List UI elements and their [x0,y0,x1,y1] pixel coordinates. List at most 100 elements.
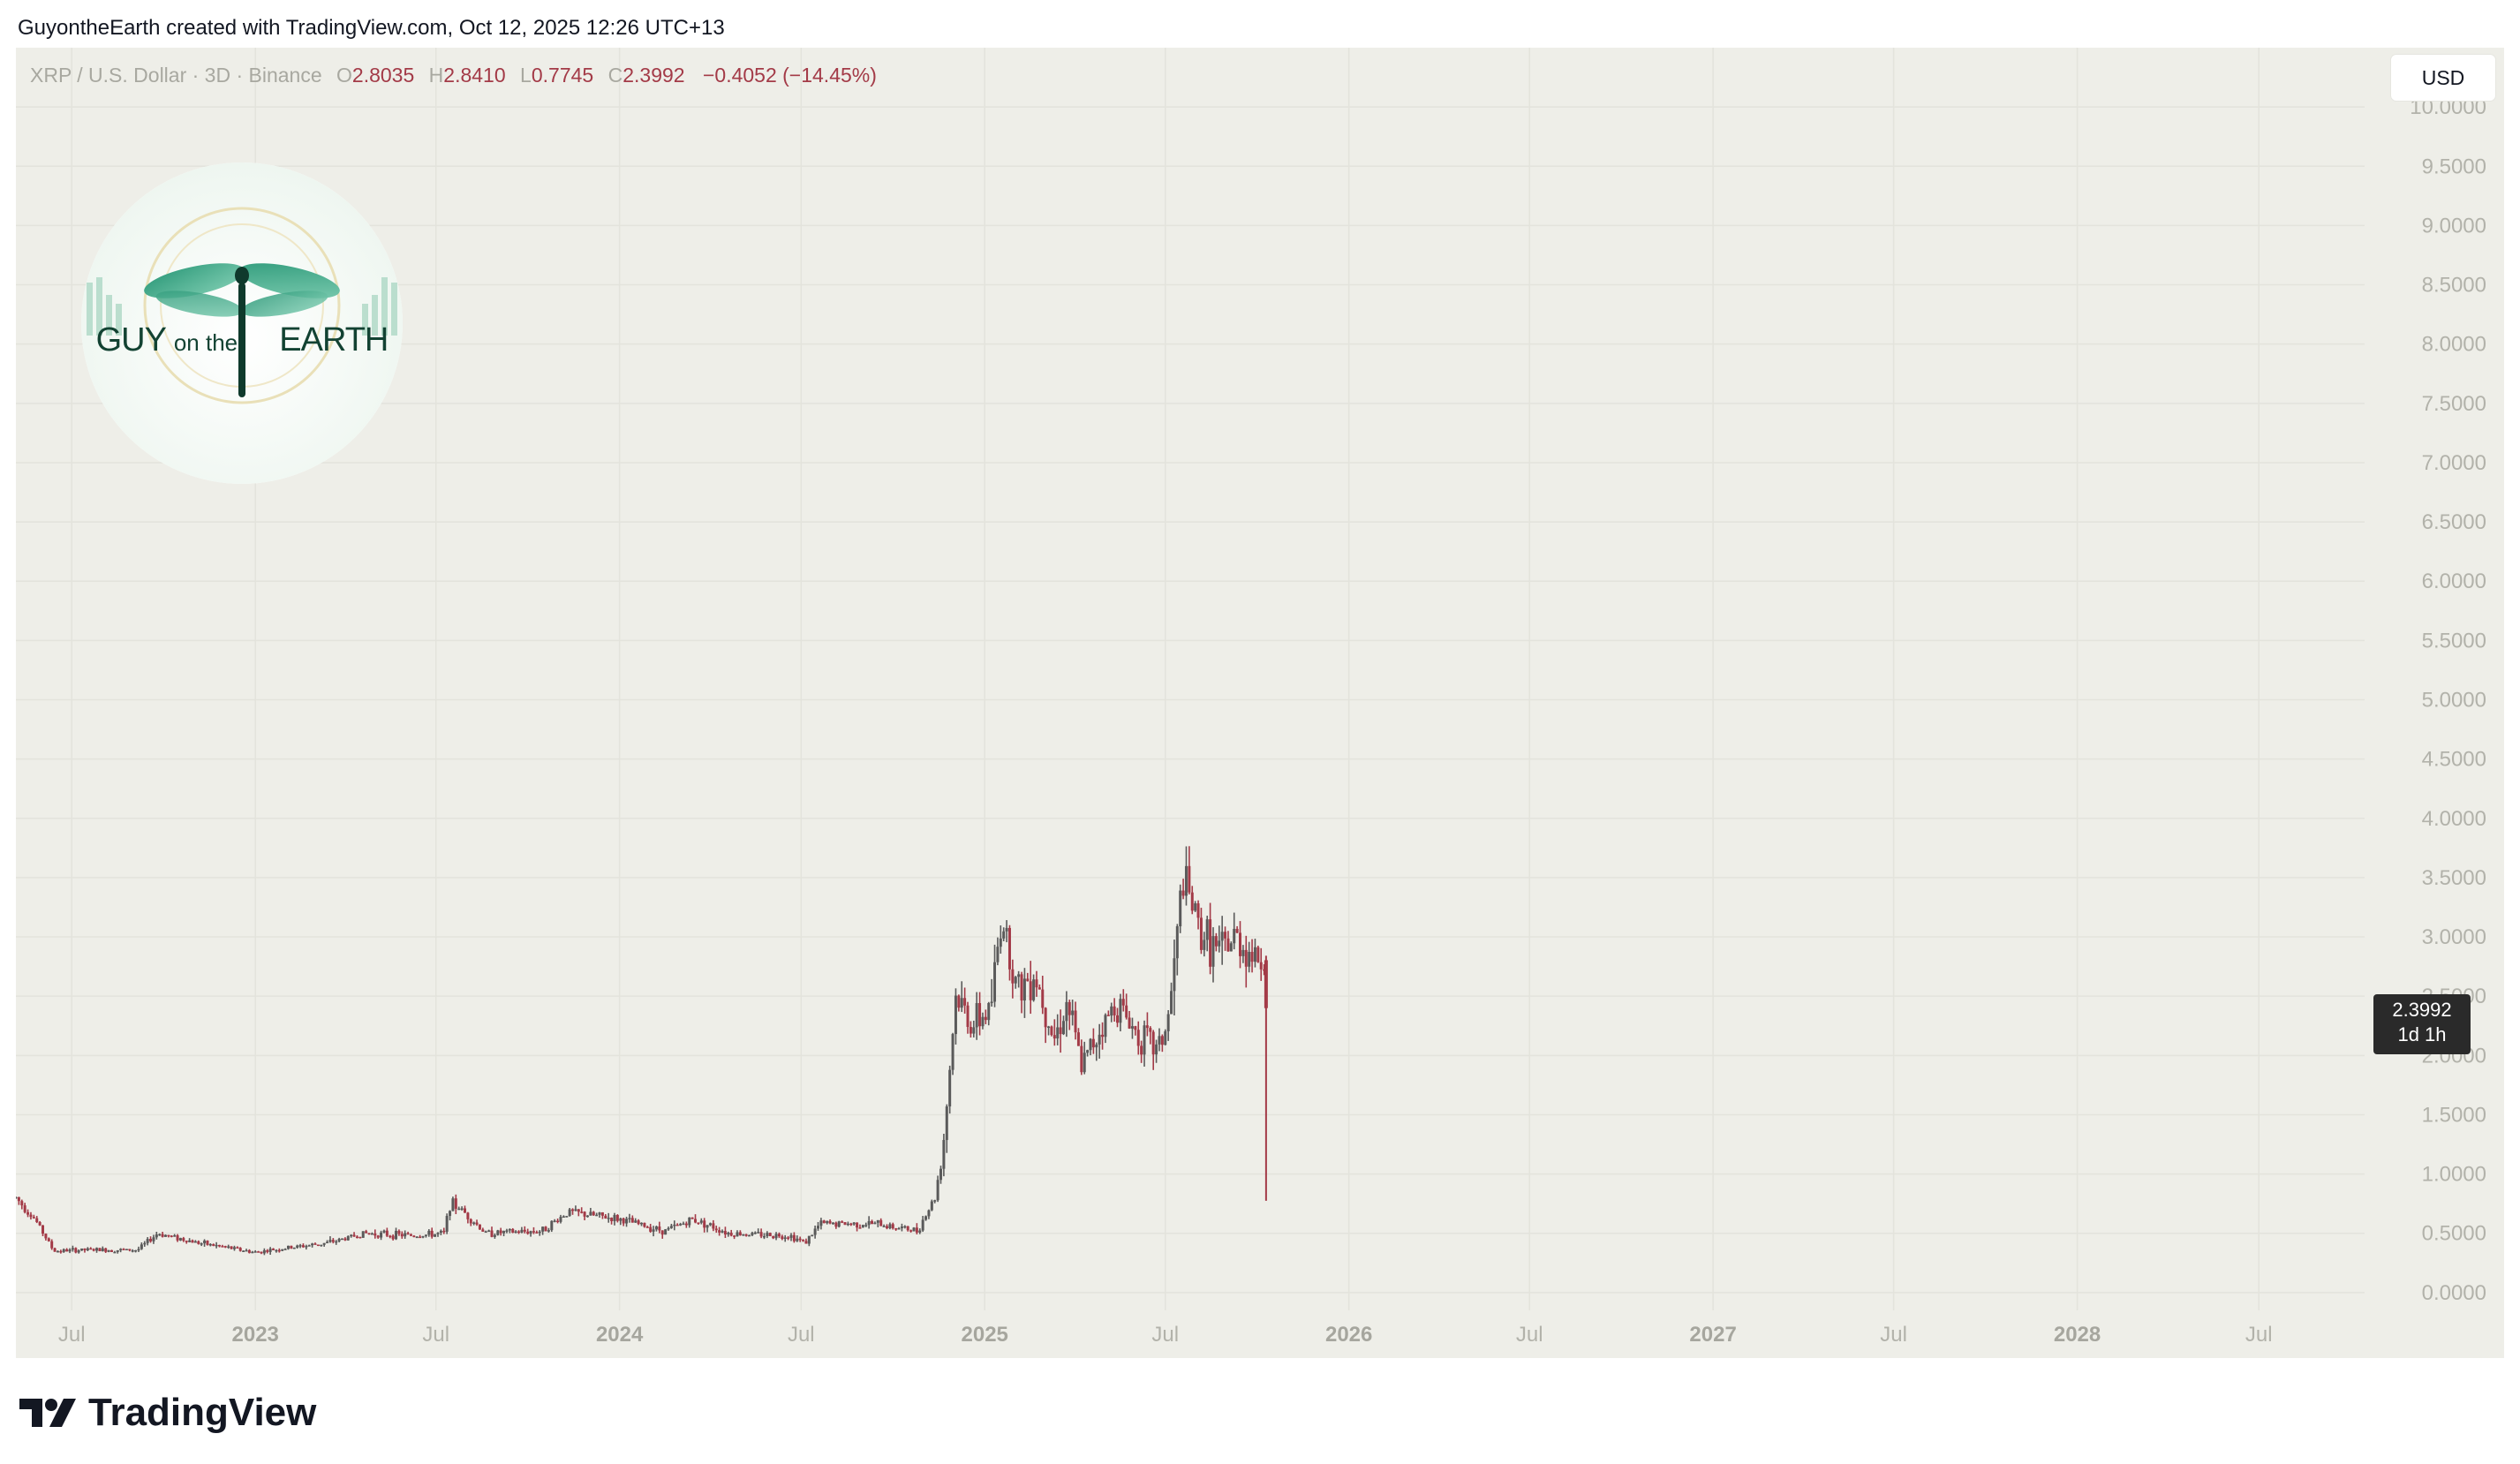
candle-body [376,1235,380,1238]
candle-body [969,1026,972,1034]
candle-body [852,1222,856,1225]
candle-body [798,1238,802,1241]
candle-body [124,1249,128,1250]
candle-body [607,1218,610,1219]
candle-body [550,1220,554,1231]
candle-body [200,1243,203,1245]
candle-body [981,1016,985,1027]
candle-body [975,1003,978,1028]
candle-body [170,1235,173,1237]
candle-body [592,1211,595,1216]
candle-body [98,1248,102,1252]
candle-body [804,1241,808,1244]
candle-body [365,1231,368,1234]
candle-body [610,1218,614,1222]
candle-body [41,1225,45,1234]
candle-body [508,1228,511,1231]
candle-body [1170,991,1173,1015]
candle-body [212,1244,215,1246]
candle-body [1011,969,1015,984]
candle-body [68,1249,72,1252]
candle-body [247,1249,251,1253]
candle-body [915,1227,918,1233]
candle-body [574,1209,577,1211]
time-tick-label: Jul [788,1323,815,1347]
candle-body [367,1233,371,1235]
candle-body [137,1249,140,1251]
candle-body [434,1234,437,1237]
candle-body [879,1219,883,1226]
candle-body [1181,890,1185,896]
candle-body [759,1232,763,1237]
candle-body [322,1242,326,1245]
candle-body [305,1246,308,1248]
candle-body [843,1222,847,1226]
candle-body [511,1228,515,1233]
candle-body [1005,927,1008,932]
candle-body [382,1230,386,1233]
candle-body [1014,977,1017,984]
high-value: 2.8410 [443,64,506,87]
candle-body [727,1233,730,1235]
candle-body [389,1235,392,1238]
candle-body [774,1234,778,1239]
tradingview-wordmark: TradingView [88,1391,317,1434]
currency-button[interactable]: USD [2391,55,2495,101]
candle-body [924,1216,928,1220]
candle-body [281,1249,284,1251]
candle-body [1253,947,1256,962]
candle-body [262,1249,266,1254]
candle-body [286,1245,290,1249]
candle-body [571,1209,575,1211]
candle-body [891,1224,894,1229]
time-tick-label: 2024 [596,1323,644,1347]
candle-body [1029,981,1032,1000]
tradingview-brand[interactable]: TradingView [19,1386,316,1439]
candle-body [669,1226,673,1228]
candle-body [622,1218,625,1224]
candle-body [595,1214,599,1217]
candle-body [242,1250,245,1252]
candle-body [897,1228,901,1230]
candle-body [930,1201,933,1211]
logo-word-guy: GUY [95,321,167,358]
candle-body [1076,1032,1080,1046]
candle-body [1119,999,1122,1023]
candle-body [1151,1031,1155,1055]
candle-body [223,1246,227,1248]
candle-body [1053,1035,1056,1039]
price-chart[interactable]: 0.00000.50001.00001.50002.00002.50003.00… [16,48,2504,1358]
candle-body [1044,1007,1047,1028]
candle-body [849,1223,853,1226]
candle-body [664,1229,668,1235]
chart-area[interactable]: 0.00000.50001.00001.50002.00002.50003.00… [16,48,2504,1358]
candle-body [708,1223,712,1226]
candle-body [1203,940,1206,950]
candle-body [301,1245,305,1248]
candle-body [400,1234,404,1237]
candle-body [449,1211,452,1217]
candle-body [1098,1034,1101,1045]
candle-body [122,1249,125,1250]
candle-body [313,1243,317,1245]
time-tick-label: Jul [422,1323,449,1347]
price-tick-label: 5.0000 [2422,688,2486,712]
candle-body [532,1231,535,1233]
price-tick-label: 5.5000 [2422,629,2486,653]
candle-body [628,1218,631,1219]
candle-body [163,1234,167,1237]
candle-body [1194,903,1197,911]
candle-body [496,1230,500,1235]
candle-body [361,1231,365,1238]
candle-body [1113,1006,1116,1015]
candle-body [1155,1044,1158,1055]
candle-body [251,1251,254,1254]
candle-body [161,1234,164,1237]
close-value: 2.3992 [622,64,685,87]
tradingview-logo-icon [19,1399,76,1427]
open-label: O [336,64,352,87]
candle-body [927,1210,931,1217]
time-tick-label: 2028 [2054,1323,2101,1347]
candle-body [864,1225,868,1226]
candle-body [819,1220,823,1226]
